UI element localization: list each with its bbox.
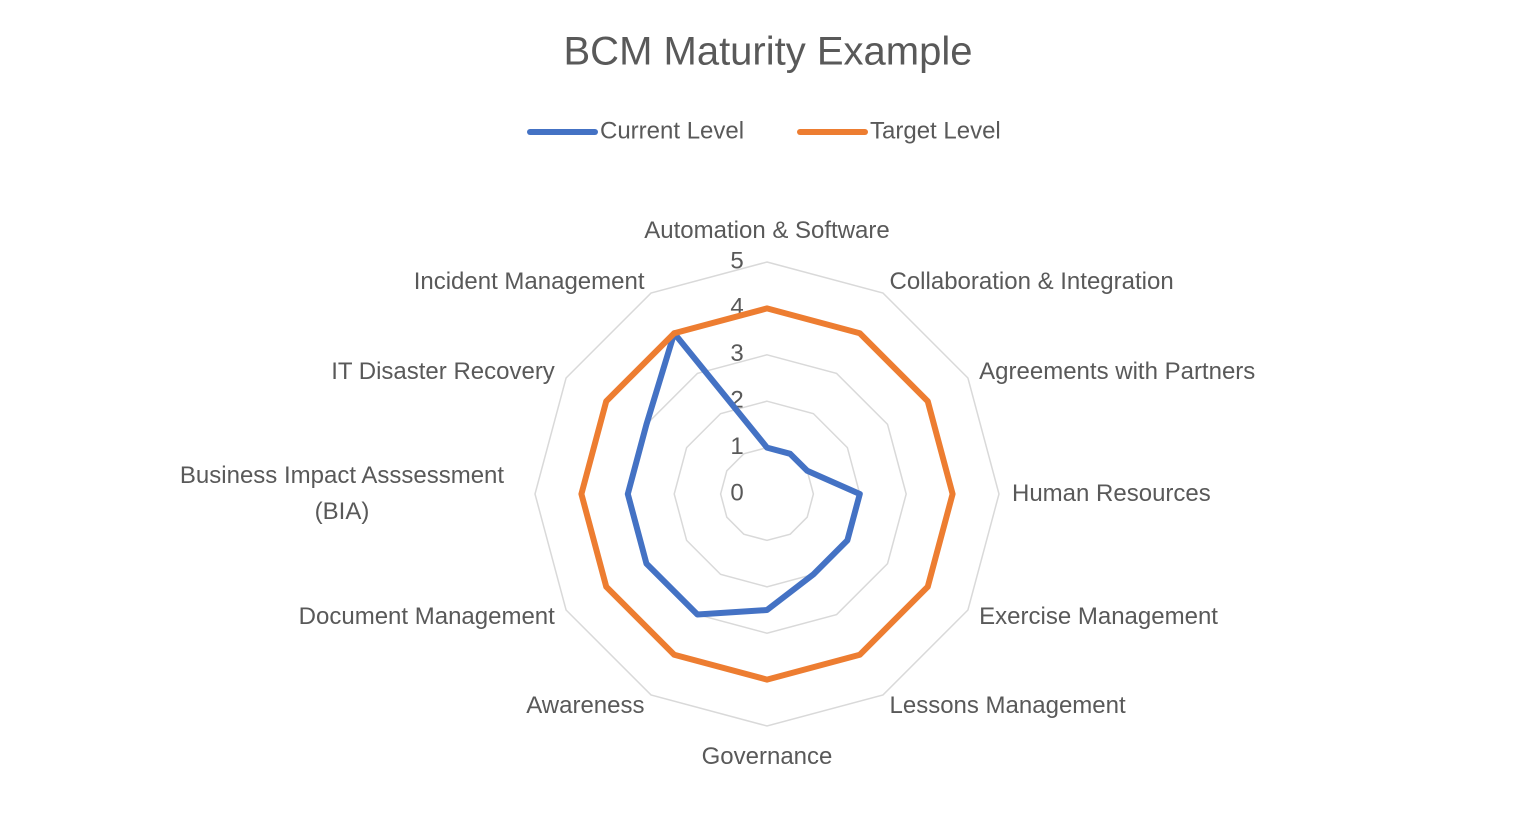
grid-ring <box>534 261 1000 727</box>
legend-label: Current Level <box>600 117 744 144</box>
category-label: Collaboration & Integration <box>889 267 1174 295</box>
series-line <box>578 305 956 683</box>
series-line <box>624 330 863 618</box>
category-label: Human Resources <box>1012 480 1211 507</box>
category-label: Automation & Software <box>644 217 890 244</box>
category-label: Exercise Management <box>979 602 1218 630</box>
category-label: Awareness <box>526 692 645 720</box>
r-tick-label: 1 <box>730 433 743 460</box>
category-label: IT Disaster Recovery <box>331 357 555 385</box>
category-label: Document Management <box>298 602 555 630</box>
r-tick-label: 5 <box>730 247 743 274</box>
grid-ring <box>627 354 907 634</box>
r-tick-label: 3 <box>730 340 743 367</box>
category-label: Governance <box>701 743 833 770</box>
category-label: Business Impact Asssessment (BIA) <box>179 462 505 525</box>
r-tick-label: 0 <box>730 479 743 506</box>
grid-ring <box>580 307 954 681</box>
grid-ring <box>673 400 861 588</box>
legend-label: Target Level <box>870 117 1001 144</box>
category-label: Agreements with Partners <box>979 357 1256 385</box>
chart-title: BCM Maturity Example <box>564 30 973 74</box>
category-label: Incident Management <box>413 267 645 295</box>
category-label: Lessons Management <box>889 692 1126 720</box>
